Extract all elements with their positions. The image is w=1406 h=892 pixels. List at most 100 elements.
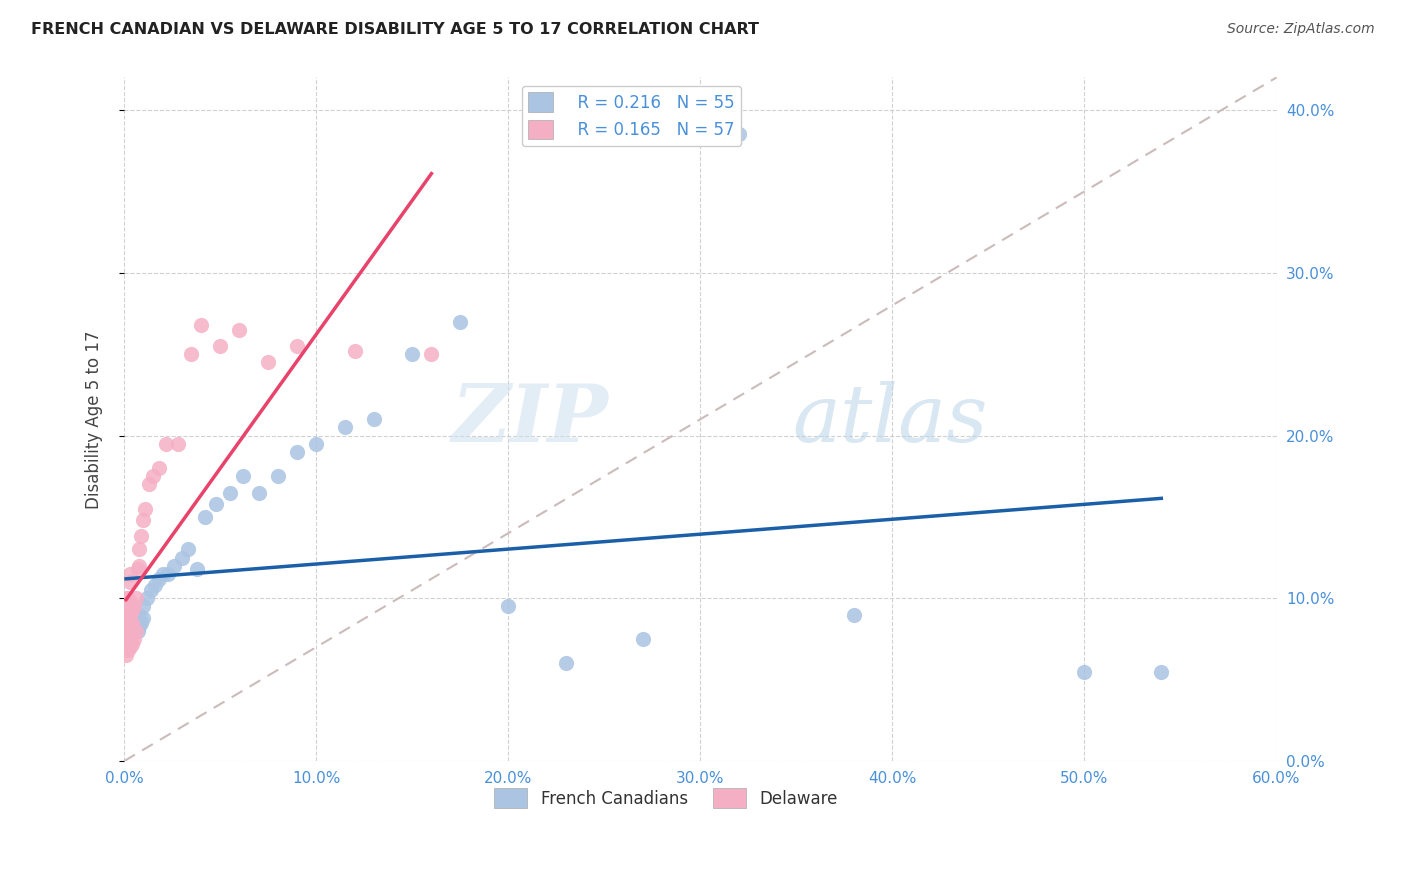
Point: [118, 607, 141, 622]
Point: [152, 566, 174, 581]
Point: [122, 615, 145, 630]
Point: [115, 621, 138, 635]
Point: [496, 599, 519, 614]
Point: [115, 599, 138, 614]
Point: [205, 497, 228, 511]
Point: [117, 611, 139, 625]
Point: [115, 604, 138, 618]
Point: [167, 436, 190, 450]
Text: FRENCH CANADIAN VS DELAWARE DISABILITY AGE 5 TO 17 CORRELATION CHART: FRENCH CANADIAN VS DELAWARE DISABILITY A…: [31, 22, 759, 37]
Point: [333, 420, 356, 434]
Point: [121, 604, 143, 618]
Point: [209, 339, 232, 353]
Point: [127, 562, 149, 576]
Point: [727, 128, 749, 142]
Point: [449, 315, 471, 329]
Text: ZIP: ZIP: [451, 381, 609, 458]
Point: [122, 632, 145, 646]
Point: [139, 583, 162, 598]
Point: [157, 566, 180, 581]
Point: [127, 614, 149, 628]
Point: [117, 599, 139, 614]
Point: [194, 510, 217, 524]
Point: [363, 412, 385, 426]
Point: [190, 318, 212, 332]
Point: [118, 624, 141, 638]
Point: [143, 578, 166, 592]
Point: [118, 624, 141, 638]
Point: [285, 339, 308, 353]
Point: [163, 558, 186, 573]
Point: [117, 615, 139, 630]
Point: [186, 562, 208, 576]
Text: atlas: atlas: [793, 381, 988, 458]
Point: [343, 343, 366, 358]
Point: [115, 621, 138, 635]
Point: [118, 601, 141, 615]
Point: [128, 542, 150, 557]
Point: [118, 574, 141, 589]
Point: [115, 632, 138, 646]
Point: [842, 607, 865, 622]
Point: [115, 624, 138, 638]
Point: [122, 624, 145, 638]
Point: [122, 607, 145, 622]
Point: [115, 640, 138, 654]
Point: [631, 632, 654, 646]
Point: [117, 604, 139, 618]
Point: [128, 558, 150, 573]
Point: [257, 355, 280, 369]
Point: [124, 621, 146, 635]
Legend: French Canadians, Delaware: French Canadians, Delaware: [488, 781, 845, 814]
Point: [232, 469, 254, 483]
Point: [136, 591, 159, 606]
Point: [121, 604, 143, 618]
Point: [401, 347, 423, 361]
Point: [132, 599, 155, 614]
Point: [155, 436, 177, 450]
Point: [121, 612, 143, 626]
Point: [132, 611, 155, 625]
Point: [115, 591, 138, 606]
Point: [132, 513, 155, 527]
Point: [267, 469, 290, 483]
Point: [115, 607, 138, 622]
Y-axis label: Disability Age 5 to 17: Disability Age 5 to 17: [86, 330, 103, 508]
Point: [138, 477, 160, 491]
Point: [115, 615, 138, 630]
Point: [128, 607, 150, 622]
Point: [148, 461, 170, 475]
Point: [121, 627, 143, 641]
Point: [1150, 665, 1173, 679]
Point: [121, 637, 143, 651]
Point: [142, 469, 165, 483]
Point: [1073, 665, 1095, 679]
Point: [285, 445, 308, 459]
Point: [115, 615, 138, 630]
Point: [117, 627, 139, 641]
Point: [115, 612, 138, 626]
Point: [118, 615, 141, 630]
Point: [148, 572, 170, 586]
Point: [124, 591, 146, 606]
Text: Source: ZipAtlas.com: Source: ZipAtlas.com: [1227, 22, 1375, 37]
Point: [118, 599, 141, 614]
Point: [420, 347, 443, 361]
Point: [118, 607, 141, 622]
Point: [117, 611, 139, 625]
Point: [115, 648, 138, 663]
Point: [115, 627, 138, 641]
Point: [115, 607, 138, 622]
Point: [118, 640, 141, 654]
Point: [124, 611, 146, 625]
Point: [170, 550, 193, 565]
Point: [176, 542, 198, 557]
Point: [121, 621, 143, 635]
Point: [122, 599, 145, 614]
Point: [134, 501, 156, 516]
Point: [228, 323, 250, 337]
Point: [117, 643, 139, 657]
Point: [124, 624, 146, 638]
Point: [118, 614, 141, 628]
Point: [127, 624, 149, 638]
